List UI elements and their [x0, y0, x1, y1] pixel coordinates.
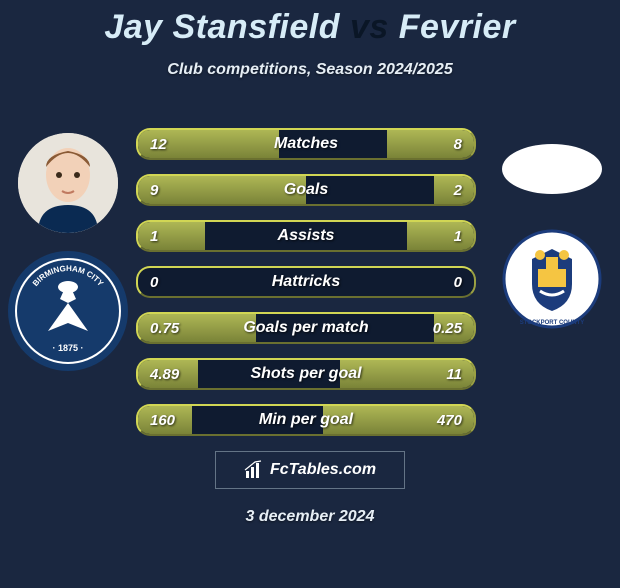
- stat-row: 4.89Shots per goal11: [136, 358, 476, 390]
- club-crest-icon: · 1875 · BIRMINGHAM CITY: [8, 251, 128, 371]
- stat-value-right: 11: [424, 366, 474, 383]
- stat-row: 12Matches8: [136, 128, 476, 160]
- stat-value-right: 8: [424, 136, 474, 153]
- stat-value-right: 2: [424, 182, 474, 199]
- player1-club-badge: · 1875 · BIRMINGHAM CITY: [8, 251, 128, 371]
- club-crest-icon: STOCKPORT COUNTY: [502, 229, 602, 329]
- player1-name: Jay Stansfield: [104, 8, 340, 46]
- player2-club-badge: STOCKPORT COUNTY: [492, 219, 612, 339]
- footer-date: 3 december 2024: [0, 508, 620, 526]
- player2-avatar-placeholder: [502, 144, 602, 194]
- svg-text:STOCKPORT COUNTY: STOCKPORT COUNTY: [520, 320, 585, 326]
- bar-chart-icon: [244, 460, 264, 480]
- player2-name: Fevrier: [399, 8, 516, 46]
- player1-avatar: [18, 133, 118, 233]
- face-placeholder-icon: [18, 133, 118, 233]
- left-avatar-column: · 1875 · BIRMINGHAM CITY: [8, 133, 128, 371]
- stat-row: 9Goals2: [136, 174, 476, 206]
- svg-text:· 1875 ·: · 1875 ·: [52, 343, 83, 353]
- right-avatar-column: STOCKPORT COUNTY: [492, 126, 612, 339]
- stat-row: 0Hattricks0: [136, 266, 476, 298]
- subtitle: Club competitions, Season 2024/2025: [0, 61, 620, 79]
- stats-panel: 12Matches8 9Goals2 1Assists1 0Hattricks0 0.7…: [136, 128, 476, 450]
- stat-value-right: 0: [424, 274, 474, 291]
- vs-label: vs: [350, 8, 389, 46]
- stat-row: 1Assists1: [136, 220, 476, 252]
- stat-value-right: 0.25: [421, 320, 474, 337]
- stat-row: 160Min per goal470: [136, 404, 476, 436]
- stat-value-right: 470: [424, 412, 474, 429]
- stat-row: 0.75Goals per match0.25: [136, 312, 476, 344]
- stat-value-right: 1: [424, 228, 474, 245]
- brand-name: FcTables.com: [270, 461, 376, 479]
- brand-footer[interactable]: FcTables.com: [215, 451, 405, 489]
- comparison-title: Jay Stansfield vs Fevrier: [0, 8, 620, 47]
